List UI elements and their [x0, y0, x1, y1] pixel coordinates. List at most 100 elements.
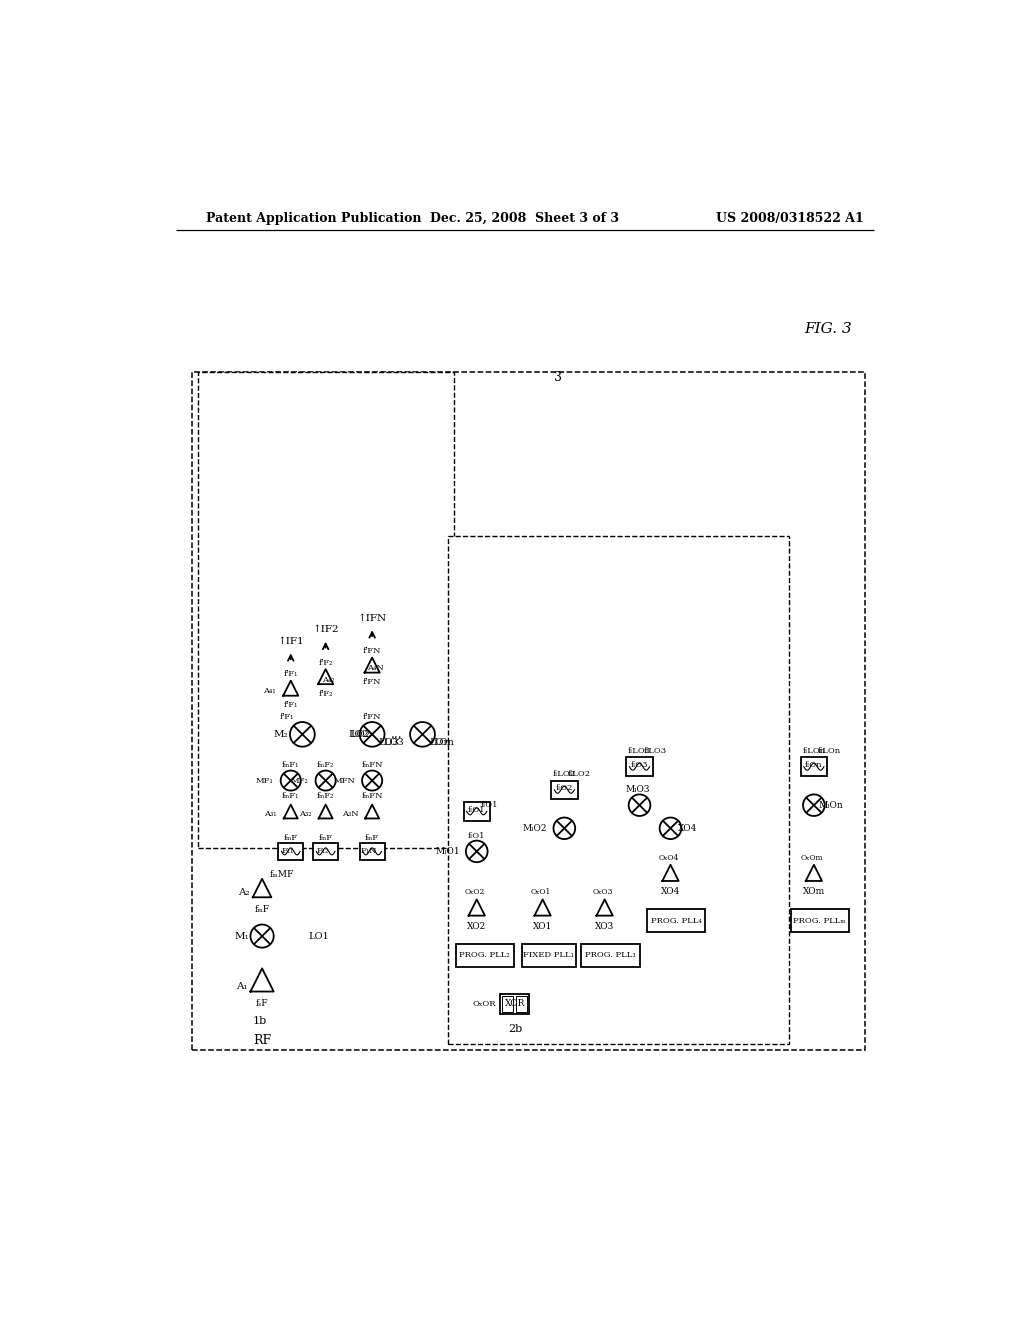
Text: LO1: LO1	[308, 932, 330, 941]
Text: XO1: XO1	[532, 921, 552, 931]
Text: F₁N: F₁N	[360, 847, 377, 855]
Text: XO2: XO2	[467, 921, 486, 931]
Text: XO4: XO4	[678, 824, 697, 833]
Text: MFN: MFN	[333, 776, 355, 784]
Text: A₄₂: A₄₂	[323, 676, 335, 684]
Text: PROG. PLLₘ: PROG. PLLₘ	[793, 916, 846, 925]
Bar	[313, 843, 338, 859]
Text: fₗLO3: fₗLO3	[628, 747, 651, 755]
Text: fₘF: fₘF	[366, 834, 379, 842]
Text: XO3: XO3	[595, 921, 614, 931]
Text: fₗO3: fₗO3	[631, 762, 648, 770]
Text: LO3: LO3	[383, 738, 404, 747]
Circle shape	[659, 817, 681, 840]
Text: FIXED PLL₁: FIXED PLL₁	[523, 952, 574, 960]
Text: F₁₁: F₁₁	[282, 847, 294, 855]
Text: PROG. PLL₄: PROG. PLL₄	[650, 916, 701, 925]
Text: MₗO2: MₗO2	[523, 824, 547, 833]
Text: OₓOm: OₓOm	[801, 854, 823, 862]
Text: fₗO1: fₗO1	[480, 801, 498, 809]
Text: MF₂: MF₂	[291, 776, 308, 784]
Text: FIG. 3: FIG. 3	[804, 322, 852, 337]
Text: ↑IFN: ↑IFN	[357, 614, 387, 623]
Text: PROG. PLL₂: PROG. PLL₂	[459, 952, 510, 960]
Bar	[801, 758, 827, 776]
Text: XO4: XO4	[660, 887, 680, 896]
Text: ...: ...	[391, 727, 402, 741]
Text: 2b: 2b	[508, 1023, 522, 1034]
Text: fₗO1: fₗO1	[468, 805, 485, 814]
Text: OₓO2: OₓO2	[465, 888, 485, 896]
Text: RF: RF	[253, 1034, 271, 1047]
Circle shape	[629, 795, 650, 816]
Text: F₁₂: F₁₂	[316, 847, 329, 855]
Text: fₘF₂: fₘF₂	[317, 762, 334, 770]
Text: A₄₁: A₄₁	[262, 688, 275, 696]
Circle shape	[803, 795, 824, 816]
Bar	[647, 909, 706, 932]
Text: ↑IF2: ↑IF2	[312, 626, 339, 634]
Text: fᴵF₂: fᴵF₂	[318, 659, 333, 667]
Text: MₗOn: MₗOn	[818, 801, 844, 809]
Bar	[198, 372, 454, 849]
Text: ↑IF1: ↑IF1	[278, 636, 304, 645]
Text: 3: 3	[554, 371, 562, 384]
Text: fₘFN: fₘFN	[361, 792, 383, 800]
Text: OₓO4: OₓO4	[658, 854, 679, 862]
Text: Dec. 25, 2008  Sheet 3 of 3: Dec. 25, 2008 Sheet 3 of 3	[430, 213, 620, 224]
Text: XOR: XOR	[505, 999, 525, 1008]
Text: OₓOR: OₓOR	[473, 999, 496, 1008]
Text: fₗLO2: fₗLO2	[553, 771, 575, 779]
Text: LO3: LO3	[379, 738, 399, 747]
Text: US 2008/0318522 A1: US 2008/0318522 A1	[717, 213, 864, 224]
Text: fᴵFN: fᴵFN	[362, 713, 381, 722]
Bar	[502, 997, 513, 1011]
Text: fᴵF₂: fᴵF₂	[318, 689, 333, 697]
Bar	[193, 372, 865, 1051]
Text: LOn: LOn	[429, 738, 450, 747]
Circle shape	[359, 722, 385, 747]
Text: MₗO1: MₗO1	[435, 847, 460, 855]
Bar	[456, 944, 514, 966]
Circle shape	[315, 771, 336, 791]
Text: XOm: XOm	[803, 887, 825, 896]
Text: OₓO1: OₓO1	[530, 888, 551, 896]
Text: A₃₁: A₃₁	[264, 810, 276, 818]
Bar	[500, 994, 529, 1014]
Text: Patent Application Publication: Patent Application Publication	[206, 213, 421, 224]
Text: A₁: A₁	[237, 982, 248, 990]
Text: fₗLO2: fₗLO2	[568, 771, 591, 779]
Text: MₗO3: MₗO3	[626, 785, 650, 795]
Text: fₗOn: fₗOn	[805, 762, 822, 770]
Circle shape	[554, 817, 575, 840]
Bar	[627, 758, 652, 776]
Circle shape	[281, 771, 301, 791]
Text: LO2: LO2	[350, 730, 371, 739]
Text: A₃₂: A₃₂	[299, 810, 311, 818]
Text: fₘF: fₘF	[318, 834, 333, 842]
Text: fₗO2: fₗO2	[556, 784, 573, 792]
Text: fₘF: fₘF	[284, 834, 298, 842]
Bar	[464, 803, 489, 821]
Text: A₃N: A₃N	[342, 810, 358, 818]
Text: LO2: LO2	[349, 730, 370, 739]
Text: fₗLOn: fₗLOn	[803, 747, 825, 755]
Circle shape	[410, 722, 435, 747]
Text: fₗLOn: fₗLOn	[818, 747, 841, 755]
Circle shape	[362, 771, 382, 791]
Bar	[515, 997, 527, 1011]
Text: fₘMF: fₘMF	[270, 870, 294, 879]
Text: fₗLO3: fₗLO3	[643, 747, 667, 755]
Bar	[449, 536, 790, 1044]
Text: fₘF₂: fₘF₂	[317, 792, 334, 800]
Circle shape	[466, 841, 487, 862]
Text: fₛF: fₛF	[256, 999, 268, 1008]
Text: LOn: LOn	[434, 738, 455, 747]
Text: fₘF₁: fₘF₁	[282, 762, 299, 770]
Text: fᴵFN: fᴵFN	[362, 678, 381, 686]
Text: fₗO1: fₗO1	[468, 832, 485, 840]
Text: fₘF: fₘF	[255, 906, 269, 915]
Circle shape	[251, 924, 273, 948]
Text: A₄N: A₄N	[367, 664, 384, 672]
Text: fᴵFN: fᴵFN	[362, 647, 381, 655]
